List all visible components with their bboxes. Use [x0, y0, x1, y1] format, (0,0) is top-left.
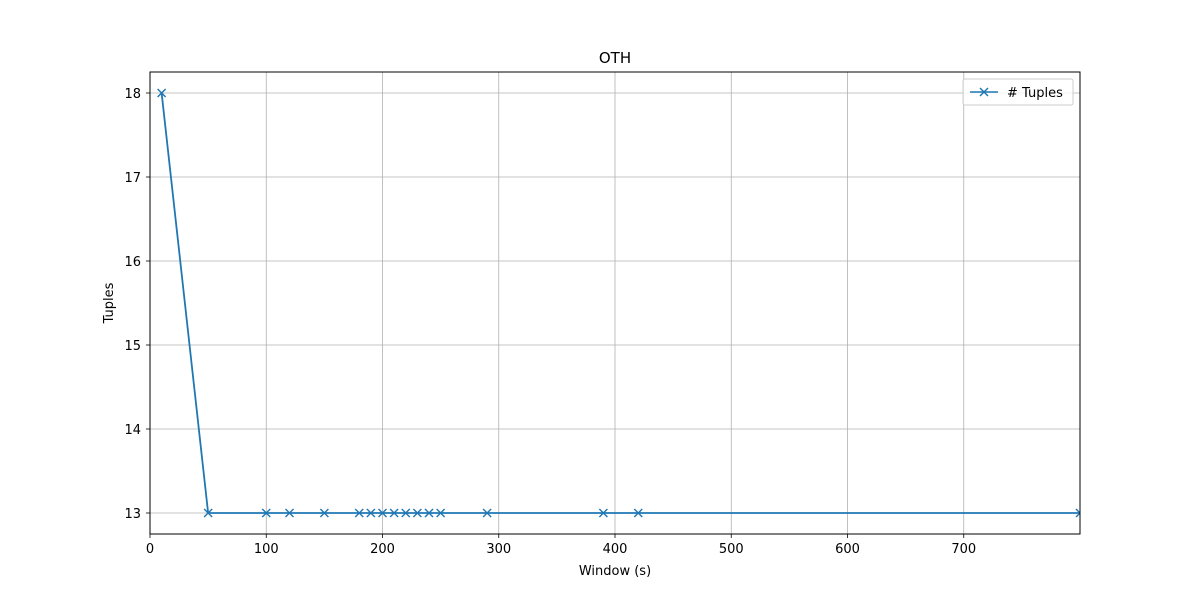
legend-marker-x [979, 87, 989, 97]
data-point-marker [436, 508, 446, 518]
x-tick-label: 200 [370, 542, 395, 557]
marker-stroke [354, 508, 364, 518]
data-point-marker [401, 508, 411, 518]
data-point-marker [366, 508, 376, 518]
data-point-marker [203, 508, 213, 518]
data-point-marker [354, 508, 364, 518]
data-point-marker [633, 508, 643, 518]
marker-stroke [482, 508, 492, 518]
marker-stroke [203, 508, 213, 518]
series-layer [157, 88, 1080, 518]
marker-stroke [598, 508, 608, 518]
y-tick-label: 17 [124, 171, 141, 186]
data-point-marker [424, 508, 434, 518]
legend-marker-stroke-group [979, 87, 989, 97]
x-tick-label: 600 [835, 542, 860, 557]
x-axis-label: Window (s) [579, 564, 651, 579]
y-tick-label: 13 [124, 507, 141, 522]
chart-title: OTH [599, 49, 631, 67]
x-tick-label: 300 [486, 542, 511, 557]
y-tick-label: 15 [124, 339, 141, 354]
marker-stroke [378, 508, 387, 518]
marker-stroke [261, 508, 271, 518]
marker-stroke [401, 508, 411, 518]
marker-stroke [1075, 508, 1080, 514]
y-axis-label: Tuples [102, 282, 117, 324]
marker-stroke [424, 508, 434, 518]
x-tick-label: 100 [254, 542, 279, 557]
legend-box [962, 78, 1074, 106]
legend: # Tuples [962, 78, 1074, 106]
data-point-marker [319, 508, 329, 518]
data-point-marker [389, 508, 399, 518]
x-tick-label: 700 [951, 542, 976, 557]
marker-stroke [633, 508, 643, 518]
marker-stroke [1075, 512, 1080, 518]
x-tick-label: 0 [146, 542, 154, 557]
data-point-marker [285, 508, 294, 518]
x-tick-label: 500 [719, 542, 744, 557]
marker-stroke [389, 508, 399, 518]
marker-stroke [285, 508, 294, 518]
marker-stroke [319, 508, 329, 518]
data-point-marker [598, 508, 608, 518]
data-point-marker [1075, 508, 1080, 518]
marker-stroke [412, 508, 422, 518]
data-point-marker [482, 508, 492, 518]
y-tick-label: 16 [124, 255, 141, 270]
y-tick-label: 14 [124, 423, 141, 438]
marker-stroke [979, 87, 989, 97]
data-point-marker [378, 508, 387, 518]
data-point-marker [157, 88, 167, 98]
y-tick-label: 18 [124, 87, 141, 102]
marker-stroke [436, 508, 446, 518]
x-tick-label: 400 [603, 542, 628, 557]
marker-stroke [366, 508, 376, 518]
legend-label: # Tuples [1007, 86, 1063, 101]
data-point-marker [412, 508, 422, 518]
marker-stroke [157, 88, 167, 98]
axis-ticks: 0 100 200 300 400 500 600 700 13 14 15 16 17 18 [124, 87, 976, 557]
data-point-marker [261, 508, 271, 518]
